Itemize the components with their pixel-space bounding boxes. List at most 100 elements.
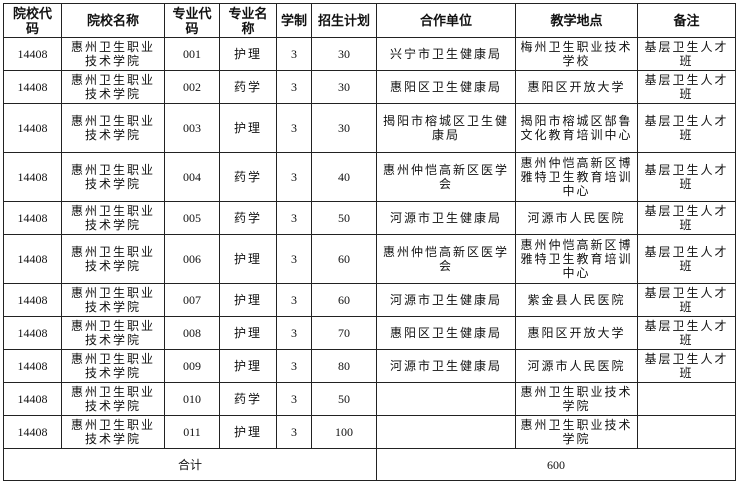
cell-school-code: 14408 [3, 382, 62, 416]
cell-major-name: 护理 [219, 349, 277, 383]
cell-location: 惠阳区开放大学 [515, 70, 638, 104]
cell-major-name: 药学 [219, 152, 277, 202]
cell-major-name: 护理 [219, 283, 277, 317]
cell-major-code: 011 [164, 415, 220, 449]
cell-location: 梅州卫生职业技术学校 [515, 37, 638, 71]
cell-note: 基层卫生人才班 [637, 103, 736, 153]
cell-school-name: 惠州卫生职业技术学院 [61, 283, 165, 317]
cell-school-name: 惠州卫生职业技术学院 [61, 37, 165, 71]
cell-school-name: 惠州卫生职业技术学院 [61, 415, 165, 449]
cell-major-name: 护理 [219, 316, 277, 350]
cell-major-code: 005 [164, 201, 220, 235]
cell-plan: 50 [311, 201, 377, 235]
cell-plan: 80 [311, 349, 377, 383]
cell-note: 基层卫生人才班 [637, 316, 736, 350]
cell-plan: 30 [311, 70, 377, 104]
total-label: 合计 [3, 448, 377, 481]
cell-plan: 70 [311, 316, 377, 350]
cell-partner: 河源市卫生健康局 [376, 201, 516, 235]
cell-major-code: 006 [164, 234, 220, 284]
cell-location: 河源市人民医院 [515, 349, 638, 383]
cell-note [637, 415, 736, 449]
header-plan: 招生计划 [311, 3, 377, 38]
cell-location: 揭阳市榕城区郜鲁文化教育培训中心 [515, 103, 638, 153]
cell-location: 惠州卫生职业技术学院 [515, 415, 638, 449]
cell-plan: 60 [311, 283, 377, 317]
cell-partner: 惠州仲恺高新区医学会 [376, 152, 516, 202]
cell-major-name: 护理 [219, 415, 277, 449]
cell-years: 3 [276, 37, 312, 71]
cell-major-code: 008 [164, 316, 220, 350]
total-value: 600 [376, 448, 736, 481]
cell-major-name: 药学 [219, 70, 277, 104]
cell-location: 惠阳区开放大学 [515, 316, 638, 350]
table-row: 14408 惠州卫生职业技术学院 004 药学 3 40 惠州仲恺高新区医学会 惠州仲恺高新区… [3, 152, 736, 202]
cell-plan: 50 [311, 382, 377, 416]
cell-school-code: 14408 [3, 283, 62, 317]
table-row: 14408 惠州卫生职业技术学院 010 药学 3 50 惠州卫生职业技术学院 [3, 382, 736, 416]
cell-major-code: 003 [164, 103, 220, 153]
cell-school-name: 惠州卫生职业技术学院 [61, 316, 165, 350]
cell-partner: 惠阳区卫生健康局 [376, 70, 516, 104]
cell-school-name: 惠州卫生职业技术学院 [61, 152, 165, 202]
cell-school-code: 14408 [3, 201, 62, 235]
cell-plan: 40 [311, 152, 377, 202]
cell-major-name: 护理 [219, 103, 277, 153]
cell-years: 3 [276, 415, 312, 449]
header-major-name: 专业名称 [219, 3, 277, 38]
cell-school-name: 惠州卫生职业技术学院 [61, 201, 165, 235]
cell-partner: 河源市卫生健康局 [376, 349, 516, 383]
cell-school-name: 惠州卫生职业技术学院 [61, 349, 165, 383]
cell-school-code: 14408 [3, 349, 62, 383]
cell-location: 惠州仲恺高新区博雅特卫生教育培训中心 [515, 152, 638, 202]
cell-plan: 100 [311, 415, 377, 449]
table-row: 14408 惠州卫生职业技术学院 003 护理 3 30 揭阳市榕城区卫生健康局 揭阳市榕城区… [3, 103, 736, 153]
cell-school-code: 14408 [3, 316, 62, 350]
cell-years: 3 [276, 234, 312, 284]
table-row: 14408 惠州卫生职业技术学院 002 药学 3 30 惠阳区卫生健康局 惠阳区开放大学 基层… [3, 70, 736, 104]
header-school-code: 院校代码 [3, 3, 62, 38]
cell-location: 惠州仲恺高新区博雅特卫生教育培训中心 [515, 234, 638, 284]
cell-major-name: 护理 [219, 37, 277, 71]
header-location: 教学地点 [515, 3, 638, 38]
cell-years: 3 [276, 201, 312, 235]
header-note: 备注 [637, 3, 736, 38]
cell-partner: 揭阳市榕城区卫生健康局 [376, 103, 516, 153]
cell-location: 河源市人民医院 [515, 201, 638, 235]
cell-major-code: 002 [164, 70, 220, 104]
cell-plan: 30 [311, 37, 377, 71]
cell-years: 3 [276, 382, 312, 416]
cell-plan: 60 [311, 234, 377, 284]
header-school-name: 院校名称 [61, 3, 165, 38]
header-major-code: 专业代码 [164, 3, 220, 38]
cell-school-code: 14408 [3, 234, 62, 284]
cell-school-code: 14408 [3, 70, 62, 104]
cell-note: 基层卫生人才班 [637, 152, 736, 202]
table-row: 14408 惠州卫生职业技术学院 007 护理 3 60 河源市卫生健康局 紫金县人民医院 基层… [3, 283, 736, 317]
cell-major-name: 药学 [219, 382, 277, 416]
cell-major-name: 药学 [219, 201, 277, 235]
cell-note: 基层卫生人才班 [637, 70, 736, 104]
cell-location: 惠州卫生职业技术学院 [515, 382, 638, 416]
cell-school-code: 14408 [3, 37, 62, 71]
cell-major-name: 护理 [219, 234, 277, 284]
header-years: 学制 [276, 3, 312, 38]
cell-location: 紫金县人民医院 [515, 283, 638, 317]
cell-school-name: 惠州卫生职业技术学院 [61, 382, 165, 416]
header-partner: 合作单位 [376, 3, 516, 38]
header-row: 院校代码 院校名称 专业代码 专业名称 学制 招生计划 合作单位 教学地点 备注 [3, 3, 736, 38]
cell-school-name: 惠州卫生职业技术学院 [61, 103, 165, 153]
table-row: 14408 惠州卫生职业技术学院 001 护理 3 30 兴宁市卫生健康局 梅州卫生职业技术学… [3, 37, 736, 71]
cell-note: 基层卫生人才班 [637, 234, 736, 284]
cell-partner: 惠州仲恺高新区医学会 [376, 234, 516, 284]
total-row: 合计 600 [3, 448, 736, 481]
cell-plan: 30 [311, 103, 377, 153]
cell-years: 3 [276, 103, 312, 153]
cell-note: 基层卫生人才班 [637, 201, 736, 235]
table-row: 14408 惠州卫生职业技术学院 005 药学 3 50 河源市卫生健康局 河源市人民医院 基层… [3, 201, 736, 235]
cell-note: 基层卫生人才班 [637, 349, 736, 383]
cell-note [637, 382, 736, 416]
cell-note: 基层卫生人才班 [637, 37, 736, 71]
cell-years: 3 [276, 349, 312, 383]
cell-major-code: 010 [164, 382, 220, 416]
